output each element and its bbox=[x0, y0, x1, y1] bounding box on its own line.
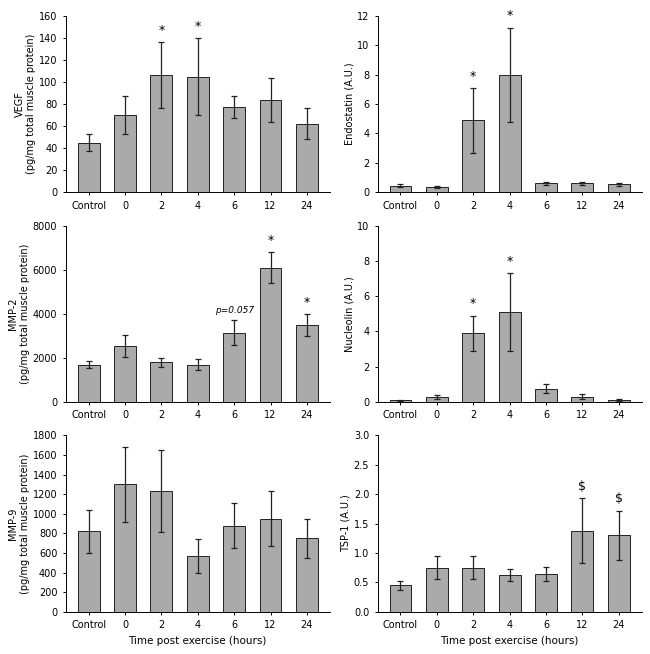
Text: *: * bbox=[304, 296, 310, 309]
Bar bbox=[78, 532, 99, 611]
Bar bbox=[296, 124, 318, 192]
Bar bbox=[187, 556, 209, 611]
Bar bbox=[499, 312, 521, 402]
X-axis label: Time post exercise (hours): Time post exercise (hours) bbox=[129, 636, 267, 645]
Bar bbox=[223, 333, 245, 402]
Bar bbox=[535, 183, 557, 192]
Bar bbox=[78, 364, 99, 402]
Text: $: $ bbox=[615, 492, 623, 506]
Bar bbox=[114, 346, 136, 402]
Y-axis label: VEGF
(pg/mg total muscle protein): VEGF (pg/mg total muscle protein) bbox=[14, 34, 36, 174]
Bar bbox=[259, 99, 281, 192]
Bar bbox=[462, 334, 484, 402]
Bar bbox=[223, 526, 245, 611]
Bar bbox=[426, 397, 448, 402]
Bar bbox=[608, 400, 630, 402]
Text: *: * bbox=[194, 20, 201, 33]
Bar bbox=[608, 184, 630, 192]
Y-axis label: TSP-1 (A.U.): TSP-1 (A.U.) bbox=[341, 494, 351, 553]
Y-axis label: Endostatin (A.U.): Endostatin (A.U.) bbox=[344, 63, 354, 145]
Bar bbox=[389, 186, 411, 192]
Y-axis label: Nucleolin (A.U.): Nucleolin (A.U.) bbox=[344, 276, 354, 352]
Bar bbox=[426, 187, 448, 192]
Text: *: * bbox=[506, 255, 513, 268]
Text: *: * bbox=[470, 69, 476, 82]
Bar bbox=[259, 519, 281, 611]
Bar bbox=[462, 120, 484, 192]
Bar bbox=[187, 364, 209, 402]
Bar bbox=[571, 530, 593, 611]
Text: *: * bbox=[267, 234, 274, 247]
Bar bbox=[462, 568, 484, 611]
Bar bbox=[296, 538, 318, 611]
Bar bbox=[114, 115, 136, 192]
Bar bbox=[223, 107, 245, 192]
Text: *: * bbox=[470, 298, 476, 310]
Text: *: * bbox=[158, 24, 164, 37]
X-axis label: Time post exercise (hours): Time post exercise (hours) bbox=[441, 636, 578, 645]
Bar bbox=[296, 325, 318, 402]
Bar bbox=[499, 576, 521, 611]
Bar bbox=[571, 183, 593, 192]
Bar bbox=[571, 397, 593, 402]
Bar bbox=[426, 568, 448, 611]
Y-axis label: MMP-2
(pg/mg total muscle protein): MMP-2 (pg/mg total muscle protein) bbox=[8, 244, 30, 384]
Bar bbox=[499, 75, 521, 192]
Bar bbox=[187, 77, 209, 192]
Bar bbox=[535, 388, 557, 402]
Text: *: * bbox=[506, 9, 513, 22]
Y-axis label: MMP-9
(pg/mg total muscle protein): MMP-9 (pg/mg total muscle protein) bbox=[8, 453, 30, 594]
Bar bbox=[389, 400, 411, 402]
Bar bbox=[150, 75, 172, 192]
Bar bbox=[389, 585, 411, 611]
Bar bbox=[150, 491, 172, 611]
Bar bbox=[78, 143, 99, 192]
Bar bbox=[150, 362, 172, 402]
Text: p=0.057: p=0.057 bbox=[214, 306, 254, 315]
Bar bbox=[114, 485, 136, 611]
Bar bbox=[259, 267, 281, 402]
Bar bbox=[535, 574, 557, 611]
Text: $: $ bbox=[578, 480, 586, 493]
Bar bbox=[608, 536, 630, 611]
